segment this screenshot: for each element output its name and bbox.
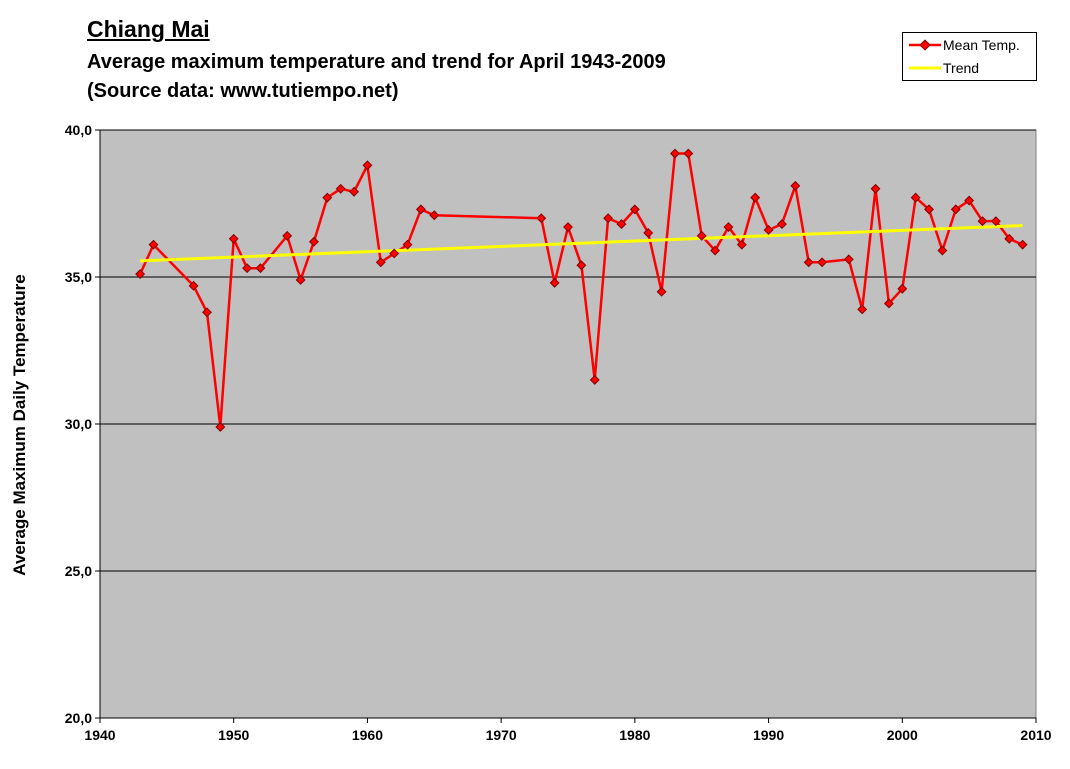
y-tick-label: 35,0 [65, 269, 92, 285]
data-point-mean-temp [750, 192, 761, 203]
data-point-mean-temp [710, 245, 721, 256]
data-point-mean-temp [429, 210, 440, 221]
data-point-mean-temp [549, 277, 560, 288]
data-point-mean-temp [148, 239, 159, 250]
data-point-mean-temp [817, 257, 828, 268]
x-tick-label: 1950 [218, 727, 249, 743]
data-point-mean-temp [1017, 239, 1028, 250]
data-point-mean-temp [683, 148, 694, 159]
chart-legend: Mean Temp. Trend [902, 32, 1037, 81]
x-tick-label: 1940 [84, 727, 115, 743]
x-tick-label: 1970 [486, 727, 517, 743]
chart-subtitle: Average maximum temperature and trend fo… [87, 51, 666, 73]
data-point-mean-temp [282, 230, 293, 241]
chart-source-note: (Source data: www.tutiempo.net) [87, 80, 399, 102]
data-point-mean-temp [883, 298, 894, 309]
data-point-mean-temp [790, 180, 801, 191]
data-point-mean-temp [335, 183, 346, 194]
x-tick-label: 1960 [352, 727, 383, 743]
data-point-mean-temp [402, 239, 413, 250]
data-point-mean-temp [576, 260, 587, 271]
data-point-mean-temp [603, 213, 614, 224]
series-line-trend [140, 224, 1023, 263]
data-point-mean-temp [322, 192, 333, 203]
data-point-mean-temp [736, 239, 747, 250]
data-point-mean-temp [964, 195, 975, 206]
data-point-mean-temp [723, 222, 734, 232]
data-point-mean-temp [349, 186, 360, 197]
data-point-mean-temp [977, 216, 988, 227]
data-point-mean-temp [1004, 233, 1015, 244]
data-point-mean-temp [589, 374, 600, 385]
data-point-mean-temp [616, 219, 627, 230]
legend-swatch-mean-temp [909, 39, 941, 51]
data-point-mean-temp [308, 236, 319, 247]
data-point-mean-temp [897, 283, 908, 294]
data-point-mean-temp [536, 213, 547, 224]
data-point-mean-temp [843, 254, 854, 265]
y-tick-label: 25,0 [65, 563, 92, 579]
data-point-mean-temp [990, 216, 1001, 227]
data-point-mean-temp [803, 257, 814, 268]
data-point-mean-temp [295, 274, 306, 285]
data-point-mean-temp [415, 204, 426, 215]
data-point-mean-temp [696, 230, 707, 241]
data-point-mean-temp [950, 204, 961, 215]
data-point-mean-temp [375, 257, 386, 268]
y-tick-label: 40,0 [65, 122, 92, 138]
y-tick-label: 30,0 [65, 416, 92, 432]
data-point-mean-temp [228, 233, 239, 244]
legend-item-mean-temp: Mean Temp. [903, 35, 1036, 55]
data-point-mean-temp [910, 192, 921, 203]
data-point-mean-temp [937, 245, 948, 256]
data-point-mean-temp [924, 204, 934, 215]
x-tick-label: 1980 [619, 727, 650, 743]
data-point-mean-temp [670, 148, 680, 159]
data-point-mean-temp [242, 263, 253, 274]
data-point-mean-temp [188, 280, 199, 291]
data-point-mean-temp [870, 183, 881, 194]
x-tick-label: 2000 [887, 727, 918, 743]
data-point-mean-temp [776, 219, 787, 230]
legend-label-trend: Trend [943, 60, 980, 76]
legend-swatch-trend [909, 66, 941, 70]
data-point-mean-temp [629, 204, 640, 215]
legend-label-mean-temp: Mean Temp. [943, 37, 1020, 53]
data-point-mean-temp [202, 307, 212, 318]
data-point-mean-temp [389, 248, 400, 259]
y-tick-label: 20,0 [65, 710, 92, 726]
data-point-mean-temp [643, 227, 654, 238]
x-tick-label: 1990 [753, 727, 784, 743]
data-point-mean-temp [563, 222, 573, 232]
x-tick-label: 2010 [1020, 727, 1051, 743]
data-point-mean-temp [362, 160, 373, 171]
data-point-mean-temp [656, 286, 667, 297]
data-point-mean-temp [763, 225, 774, 235]
chart-title: Chiang Mai [87, 16, 210, 42]
legend-item-trend: Trend [903, 58, 1036, 78]
data-point-mean-temp [857, 304, 868, 315]
data-point-mean-temp [255, 263, 266, 274]
data-point-mean-temp [215, 421, 226, 432]
data-point-mean-temp [135, 269, 146, 280]
